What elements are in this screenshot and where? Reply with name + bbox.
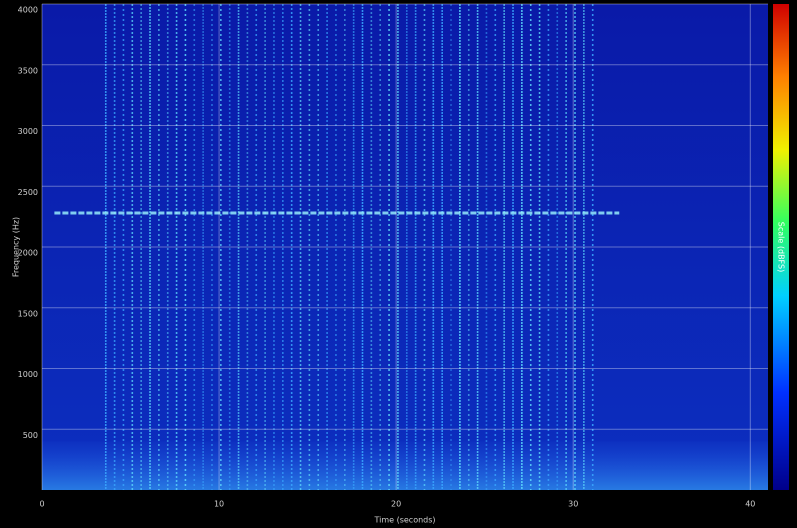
- y-tick-label: 3500: [18, 66, 38, 75]
- colorbar-label: Scale (dBFS): [777, 222, 786, 272]
- x-tick-label: 0: [39, 500, 44, 509]
- plot-area: [42, 4, 768, 490]
- x-axis-label: Time (seconds): [373, 516, 435, 525]
- x-tick-label: 10: [214, 500, 224, 509]
- y-tick-label: 3000: [18, 127, 38, 136]
- colorbar: [773, 4, 789, 490]
- x-tick-label: 30: [568, 500, 578, 509]
- noise-band: [42, 441, 768, 490]
- y-tick-label: 1000: [18, 370, 38, 379]
- y-tick-label: 500: [23, 431, 38, 440]
- y-axis-label: Frequency (Hz): [12, 217, 21, 277]
- y-tick-label: 2500: [18, 188, 38, 197]
- y-tick-label: 4000: [18, 6, 38, 15]
- y-tick-label: 2000: [18, 249, 38, 258]
- x-tick-label: 20: [391, 500, 401, 509]
- y-tick-label: 1500: [18, 309, 38, 318]
- spectrogram: [42, 4, 768, 490]
- x-tick-label: 40: [745, 500, 755, 509]
